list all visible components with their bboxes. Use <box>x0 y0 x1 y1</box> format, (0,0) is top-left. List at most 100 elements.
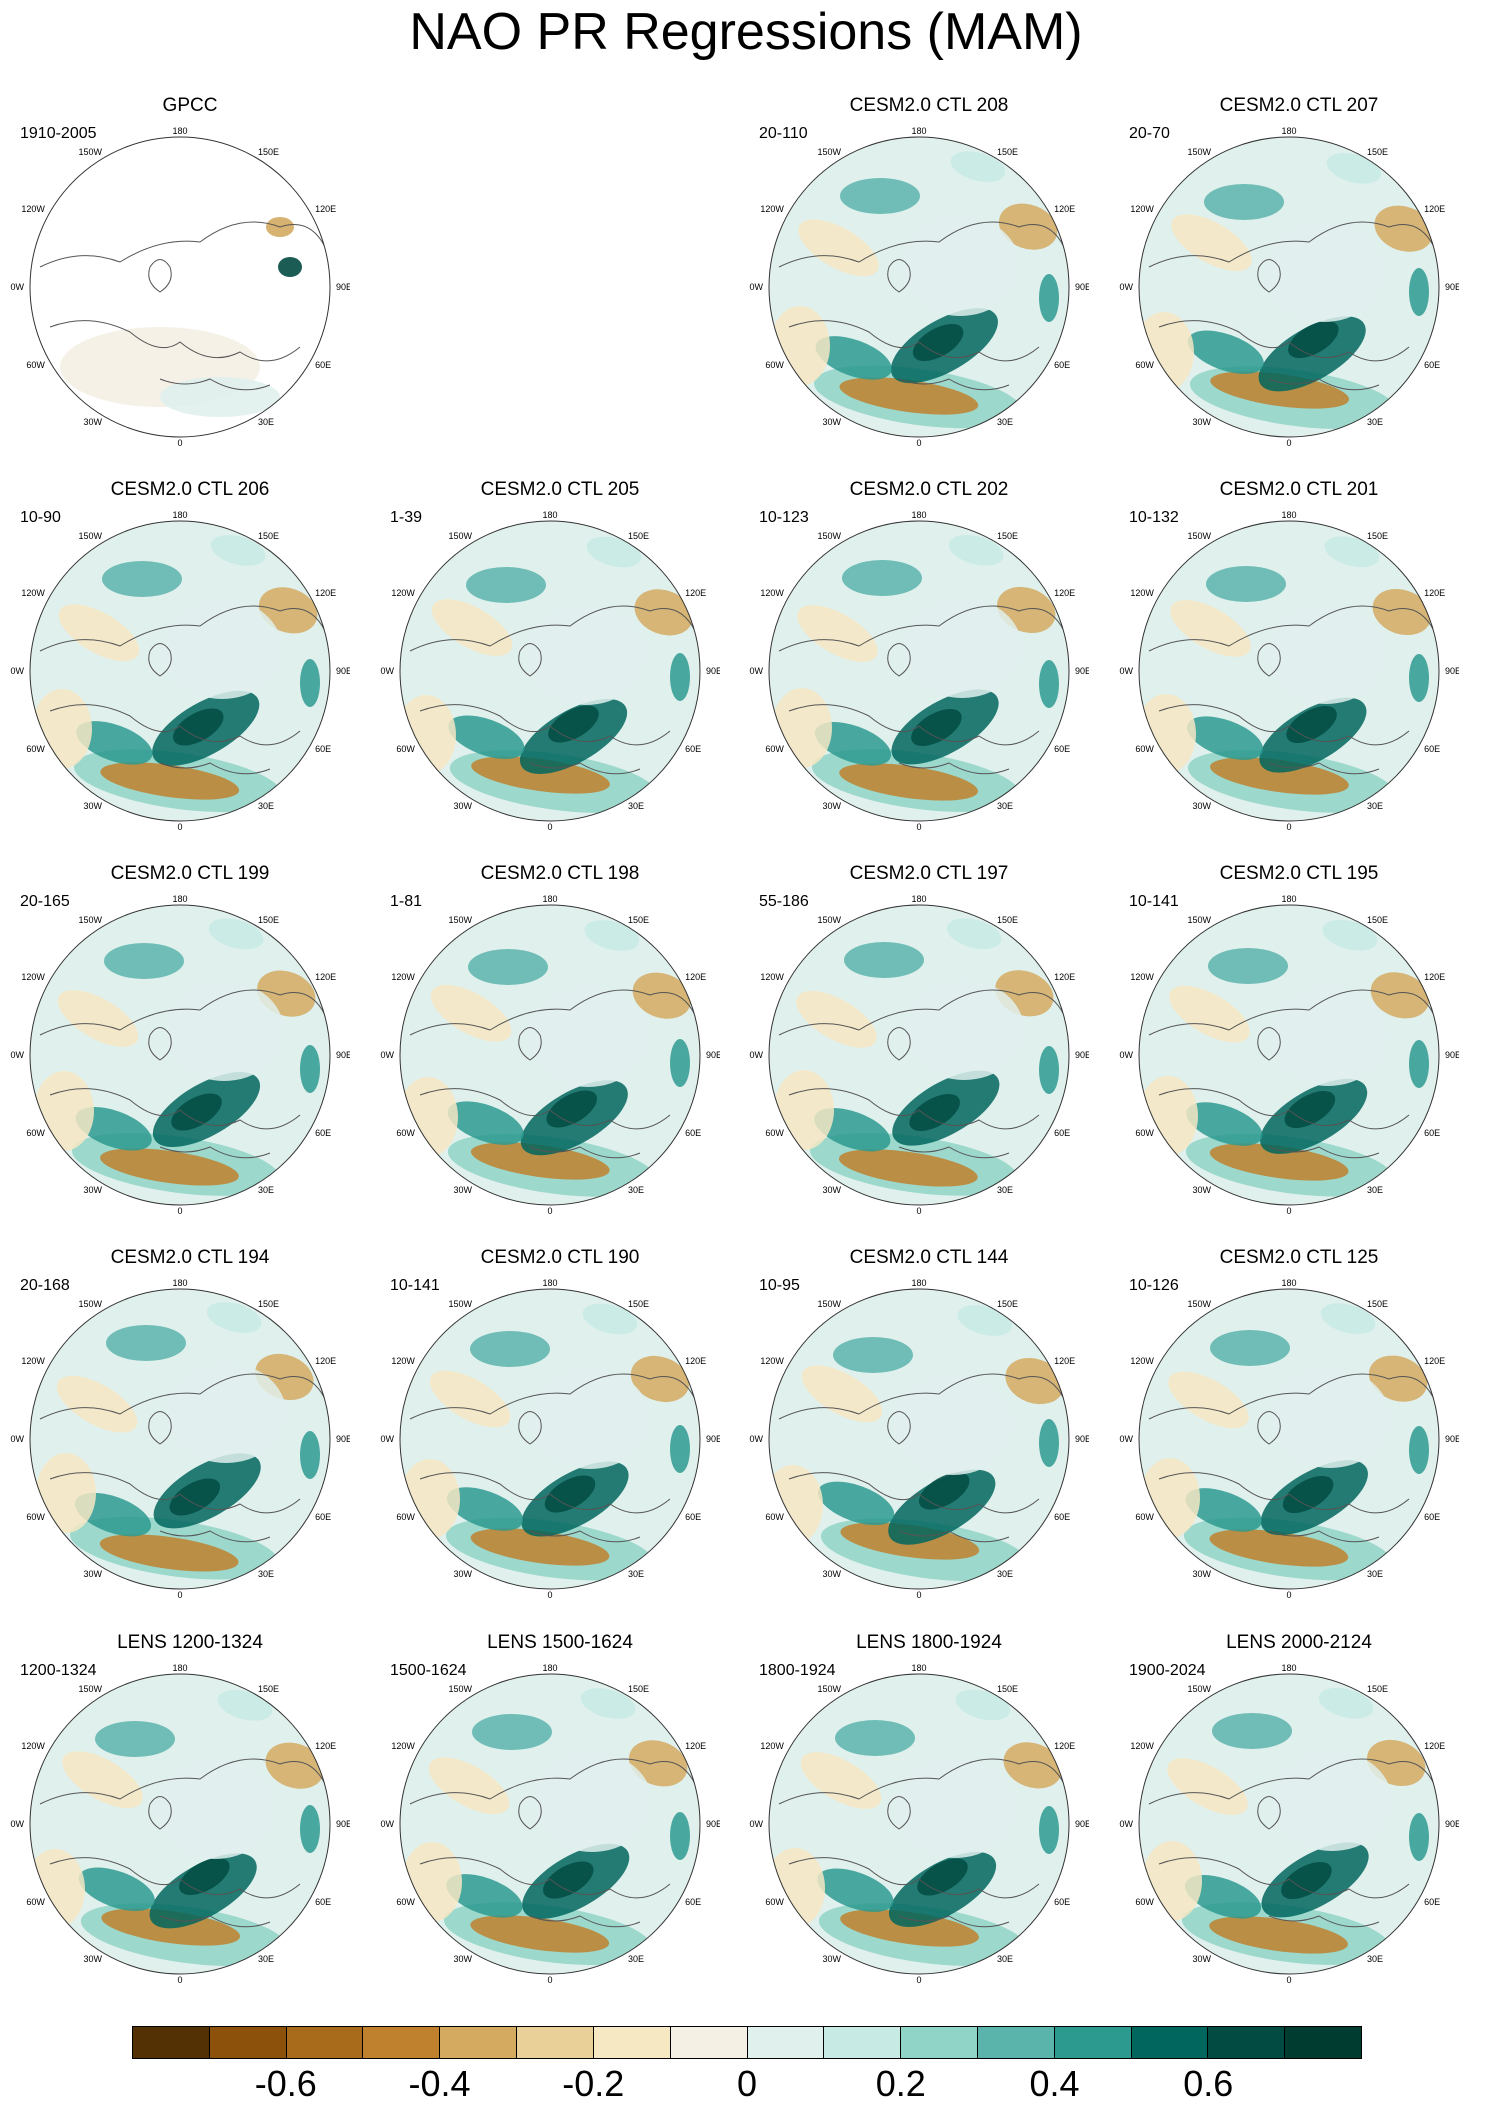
map-panel: CESM2.0 CTL 190 180 150E 120E 90E 60E 30E 0 30W 6… <box>380 1247 740 1619</box>
panel-period: 10-141 <box>390 1277 440 1294</box>
longitude-label: 30W <box>83 801 102 811</box>
precip-anomaly-region <box>815 336 892 380</box>
precip-anomaly-region <box>258 587 318 634</box>
map-panel: LENS 1500-1624 180 150E 120E 90E 60E 30E 0 30W 60… <box>380 1632 740 2004</box>
longitude-label: 0 <box>177 1975 182 1985</box>
map-border <box>768 904 1070 1206</box>
precip-anomaly-region <box>1272 1751 1392 1851</box>
precip-anomaly-region <box>946 918 1002 950</box>
map-border <box>1138 1673 1440 1975</box>
longitude-label: 150E <box>628 1299 649 1309</box>
map-border <box>399 520 701 822</box>
precip-anomaly-region <box>814 722 892 766</box>
longitude-label: 180 <box>1281 1278 1296 1288</box>
panel-title: LENS 1800-1924 <box>856 1632 1002 1653</box>
map-panel: LENS 1200-1324 180 150E 120E 90E 60E 30E 0 30W 60… <box>10 1632 370 2004</box>
longitude-label: 90E <box>1445 666 1459 676</box>
longitude-label: 120E <box>315 1741 336 1751</box>
map-field <box>400 521 700 821</box>
longitude-label: 60W <box>1135 744 1154 754</box>
colorbar-swatch <box>1131 2027 1209 2058</box>
precip-anomaly-region <box>164 981 284 1081</box>
longitude-label: 60W <box>1135 1897 1154 1907</box>
precip-anomaly-region <box>1170 600 1251 657</box>
coastline <box>778 1373 1065 1543</box>
precip-anomaly-region <box>300 659 320 707</box>
colorbar: -0.6 -0.4 -0.2 0 0.2 0.4 0.6 <box>132 2026 1362 2107</box>
longitude-label: 120E <box>685 588 706 598</box>
polar-map: 180 150E 120E 90E 60E 30E 0 30W 60W 90W 120W 150W <box>380 510 720 832</box>
longitude-label: 60W <box>26 1512 45 1522</box>
longitude-label: 60W <box>396 1897 415 1907</box>
longitude-label: 60E <box>685 1128 701 1138</box>
longitude-label: 30E <box>628 1185 644 1195</box>
coastline <box>778 605 1065 775</box>
panel-title: CESM2.0 CTL 197 <box>849 863 1009 884</box>
longitude-label: 90E <box>1445 1819 1459 1829</box>
longitude-label: 90W <box>380 1819 394 1829</box>
longitude-label: 150W <box>817 147 841 157</box>
longitude-label: 0 <box>1286 438 1291 448</box>
longitude-label: 180 <box>542 1278 557 1288</box>
longitude-label: 150W <box>817 1684 841 1694</box>
panel-title: CESM2.0 CTL 208 <box>849 95 1009 116</box>
precip-anomaly-region <box>78 1867 155 1912</box>
longitude-label: 30E <box>997 1185 1013 1195</box>
colorbar-tick-label: 0.6 <box>1183 2063 1234 2104</box>
coastline <box>409 1373 696 1543</box>
longitude-label: 60W <box>26 1897 45 1907</box>
coastline <box>778 221 1065 391</box>
precip-anomaly-region <box>772 688 832 768</box>
longitude-label: 150E <box>628 1684 649 1694</box>
precip-anomaly-region <box>265 1742 324 1789</box>
map-panel: CESM2.0 CTL 195 180 150E 120E 90E 60E 30E 0 30W 6… <box>1119 863 1479 1235</box>
longitude-label: 60E <box>685 1512 701 1522</box>
longitude-label: 30E <box>628 1954 644 1964</box>
longitude-label: 90W <box>1119 666 1133 676</box>
precip-anomaly-region <box>796 990 877 1048</box>
longitude-label: 120E <box>315 1356 336 1366</box>
longitude-label: 0 <box>1286 1590 1291 1600</box>
map-border <box>29 520 331 822</box>
panel-title: CESM2.0 CTL 201 <box>1219 479 1379 500</box>
longitude-label: 0 <box>916 822 921 832</box>
longitude-label: 150E <box>1367 915 1388 925</box>
precip-anomaly-region <box>466 567 546 603</box>
map-panel: CESM2.0 CTL 201 180 150E 120E 90E 60E 30E 0 30W 6… <box>1119 479 1479 851</box>
longitude-label: 90W <box>749 282 763 292</box>
coastline <box>1148 221 1435 391</box>
precip-anomaly-region <box>774 1070 834 1150</box>
longitude-label: 30E <box>258 417 274 427</box>
colorbar-tick-label: -0.2 <box>562 2063 625 2104</box>
precip-anomaly-region <box>628 1740 688 1787</box>
precip-anomaly-region <box>670 1425 690 1473</box>
precip-anomaly-region <box>797 605 878 662</box>
longitude-label: 30W <box>1192 801 1211 811</box>
precip-anomaly-region <box>586 536 642 568</box>
longitude-label: 0 <box>916 1590 921 1600</box>
panel-period: 1900-2024 <box>1129 1662 1206 1679</box>
longitude-label: 150E <box>997 915 1018 925</box>
colorbar-swatch <box>517 2027 594 2058</box>
longitude-label: 60W <box>26 1128 45 1138</box>
precip-anomaly-region <box>670 653 690 701</box>
precip-anomaly-region <box>400 1459 460 1539</box>
longitude-label: 150W <box>78 147 102 157</box>
longitude-label: 60W <box>396 744 415 754</box>
longitude-label: 60E <box>1054 1128 1070 1138</box>
map-panel: CESM2.0 CTL 198 180 150E 120E 90E 60E 30E 0 30W 6… <box>380 863 740 1235</box>
colorbar-tick-label: -0.6 <box>254 2063 317 2104</box>
longitude-label: 90W <box>749 1434 763 1444</box>
longitude-label: 180 <box>1281 510 1296 520</box>
longitude-label: 30E <box>1367 1954 1383 1964</box>
longitude-label: 90W <box>1119 1434 1133 1444</box>
map-field <box>1139 1289 1439 1589</box>
longitude-label: 90E <box>1075 1819 1089 1829</box>
longitude-label: 180 <box>542 510 557 520</box>
precip-anomaly-region <box>1142 1841 1202 1921</box>
longitude-label: 0 <box>547 1206 552 1216</box>
precip-anomaly-region <box>957 1305 1013 1336</box>
polar-map: 180 150E 120E 90E 60E 30E 0 30W 60W 90W 120W 150W <box>10 1663 350 1985</box>
longitude-label: 90E <box>1445 1050 1459 1060</box>
longitude-label: 150E <box>258 147 279 157</box>
